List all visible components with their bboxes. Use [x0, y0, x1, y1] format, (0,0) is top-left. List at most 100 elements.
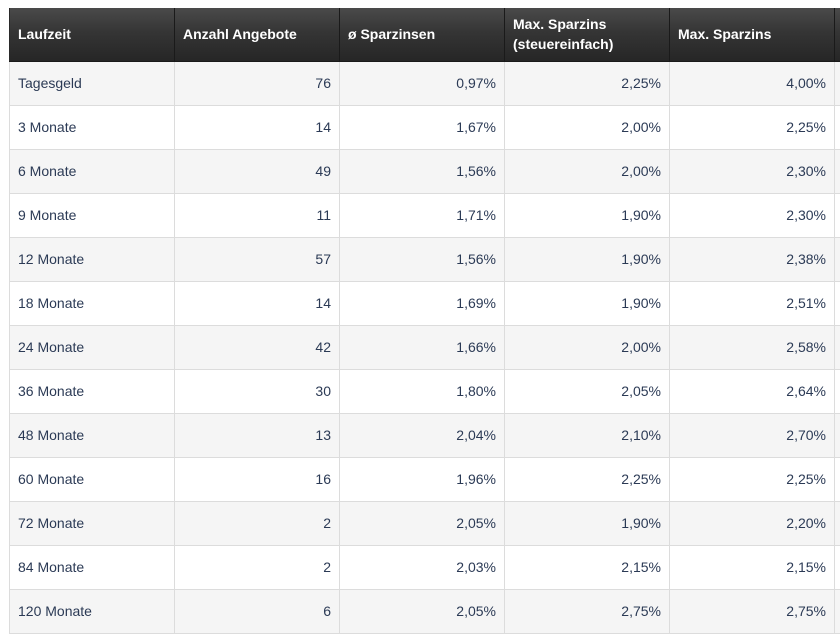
cell-anzahl: 2 [174, 500, 340, 546]
cell-max-zins: 2,70% [669, 412, 835, 458]
cell-max-zins-steuereinfach: 2,05% [504, 368, 670, 414]
cell-laufzeit: 18 Monate [9, 280, 175, 326]
cell-max-zins-steuereinfach: 1,90% [504, 280, 670, 326]
cell-anzahl: 14 [174, 104, 340, 150]
header-avg-sparzinsen: ø Sparzinsen [339, 8, 505, 62]
cell-overflow [834, 280, 840, 326]
interest-rate-table-container: Laufzeit Anzahl Angebote ø Sparzinsen Ma… [9, 8, 840, 634]
cell-max-zins: 2,64% [669, 368, 835, 414]
cell-anzahl: 6 [174, 588, 340, 634]
cell-avg-zins: 2,05% [339, 588, 505, 634]
table-header-row: Laufzeit Anzahl Angebote ø Sparzinsen Ma… [9, 8, 840, 62]
table-row: 120 Monate 6 2,05% 2,75% 2,75% [9, 588, 840, 634]
cell-anzahl: 13 [174, 412, 340, 458]
cell-max-zins-steuereinfach: 2,15% [504, 544, 670, 590]
table-row: 18 Monate 14 1,69% 1,90% 2,51% [9, 280, 840, 326]
table-row: 60 Monate 16 1,96% 2,25% 2,25% [9, 456, 840, 502]
table-body: Tagesgeld 76 0,97% 2,25% 4,00% 3 Monate 14 1,67… [9, 60, 840, 634]
cell-overflow [834, 192, 840, 238]
table-row: 9 Monate 11 1,71% 1,90% 2,30% [9, 192, 840, 238]
cell-max-zins-steuereinfach: 2,00% [504, 148, 670, 194]
header-overflow-cell [834, 8, 840, 62]
cell-avg-zins: 1,67% [339, 104, 505, 150]
cell-max-zins: 2,75% [669, 588, 835, 634]
cell-avg-zins: 1,56% [339, 236, 505, 282]
cell-laufzeit: 6 Monate [9, 148, 175, 194]
table-header: Laufzeit Anzahl Angebote ø Sparzinsen Ma… [9, 8, 840, 62]
cell-max-zins-steuereinfach: 1,90% [504, 500, 670, 546]
cell-laufzeit: 3 Monate [9, 104, 175, 150]
cell-overflow [834, 412, 840, 458]
cell-laufzeit: 36 Monate [9, 368, 175, 414]
cell-max-zins-steuereinfach: 2,00% [504, 324, 670, 370]
table-row: 12 Monate 57 1,56% 1,90% 2,38% [9, 236, 840, 282]
interest-rate-table: Laufzeit Anzahl Angebote ø Sparzinsen Ma… [9, 8, 840, 634]
cell-max-zins-steuereinfach: 2,25% [504, 60, 670, 106]
cell-max-zins: 4,00% [669, 60, 835, 106]
cell-max-zins-steuereinfach: 1,90% [504, 236, 670, 282]
cell-avg-zins: 1,69% [339, 280, 505, 326]
cell-laufzeit: 72 Monate [9, 500, 175, 546]
cell-laufzeit: 120 Monate [9, 588, 175, 634]
cell-anzahl: 14 [174, 280, 340, 326]
cell-max-zins: 2,20% [669, 500, 835, 546]
cell-overflow [834, 236, 840, 282]
header-laufzeit: Laufzeit [9, 8, 175, 62]
cell-anzahl: 57 [174, 236, 340, 282]
cell-avg-zins: 1,80% [339, 368, 505, 414]
cell-laufzeit: Tagesgeld [9, 60, 175, 106]
cell-anzahl: 16 [174, 456, 340, 502]
cell-laufzeit: 60 Monate [9, 456, 175, 502]
cell-avg-zins: 2,04% [339, 412, 505, 458]
cell-max-zins-steuereinfach: 2,00% [504, 104, 670, 150]
cell-avg-zins: 2,03% [339, 544, 505, 590]
cell-laufzeit: 48 Monate [9, 412, 175, 458]
header-max-sparzins: Max. Sparzins [669, 8, 835, 62]
cell-laufzeit: 24 Monate [9, 324, 175, 370]
cell-overflow [834, 324, 840, 370]
table-row: 6 Monate 49 1,56% 2,00% 2,30% [9, 148, 840, 194]
cell-max-zins: 2,30% [669, 148, 835, 194]
cell-avg-zins: 2,05% [339, 500, 505, 546]
cell-avg-zins: 1,56% [339, 148, 505, 194]
cell-anzahl: 2 [174, 544, 340, 590]
cell-overflow [834, 588, 840, 634]
cell-avg-zins: 0,97% [339, 60, 505, 106]
cell-max-zins-steuereinfach: 2,75% [504, 588, 670, 634]
cell-overflow [834, 368, 840, 414]
cell-max-zins: 2,25% [669, 104, 835, 150]
table-row: 84 Monate 2 2,03% 2,15% 2,15% [9, 544, 840, 590]
cell-overflow [834, 60, 840, 106]
cell-max-zins: 2,38% [669, 236, 835, 282]
table-row: Tagesgeld 76 0,97% 2,25% 4,00% [9, 60, 840, 106]
cell-laufzeit: 9 Monate [9, 192, 175, 238]
cell-overflow [834, 500, 840, 546]
cell-anzahl: 42 [174, 324, 340, 370]
table-row: 72 Monate 2 2,05% 1,90% 2,20% [9, 500, 840, 546]
cell-max-zins: 2,25% [669, 456, 835, 502]
cell-avg-zins: 1,66% [339, 324, 505, 370]
cell-overflow [834, 544, 840, 590]
table-row: 36 Monate 30 1,80% 2,05% 2,64% [9, 368, 840, 414]
cell-anzahl: 49 [174, 148, 340, 194]
table-row: 24 Monate 42 1,66% 2,00% 2,58% [9, 324, 840, 370]
cell-max-zins: 2,15% [669, 544, 835, 590]
header-max-sparzins-steuereinfach: Max. Sparzins (steuereinfach) [504, 8, 670, 62]
cell-max-zins: 2,30% [669, 192, 835, 238]
table-row: 3 Monate 14 1,67% 2,00% 2,25% [9, 104, 840, 150]
header-anzahl-angebote: Anzahl Angebote [174, 8, 340, 62]
cell-max-zins-steuereinfach: 2,10% [504, 412, 670, 458]
table-row: 48 Monate 13 2,04% 2,10% 2,70% [9, 412, 840, 458]
cell-overflow [834, 456, 840, 502]
cell-anzahl: 11 [174, 192, 340, 238]
cell-max-zins-steuereinfach: 2,25% [504, 456, 670, 502]
cell-overflow [834, 148, 840, 194]
cell-max-zins: 2,58% [669, 324, 835, 370]
cell-max-zins-steuereinfach: 1,90% [504, 192, 670, 238]
cell-anzahl: 30 [174, 368, 340, 414]
cell-avg-zins: 1,96% [339, 456, 505, 502]
cell-max-zins: 2,51% [669, 280, 835, 326]
cell-avg-zins: 1,71% [339, 192, 505, 238]
cell-laufzeit: 12 Monate [9, 236, 175, 282]
cell-anzahl: 76 [174, 60, 340, 106]
